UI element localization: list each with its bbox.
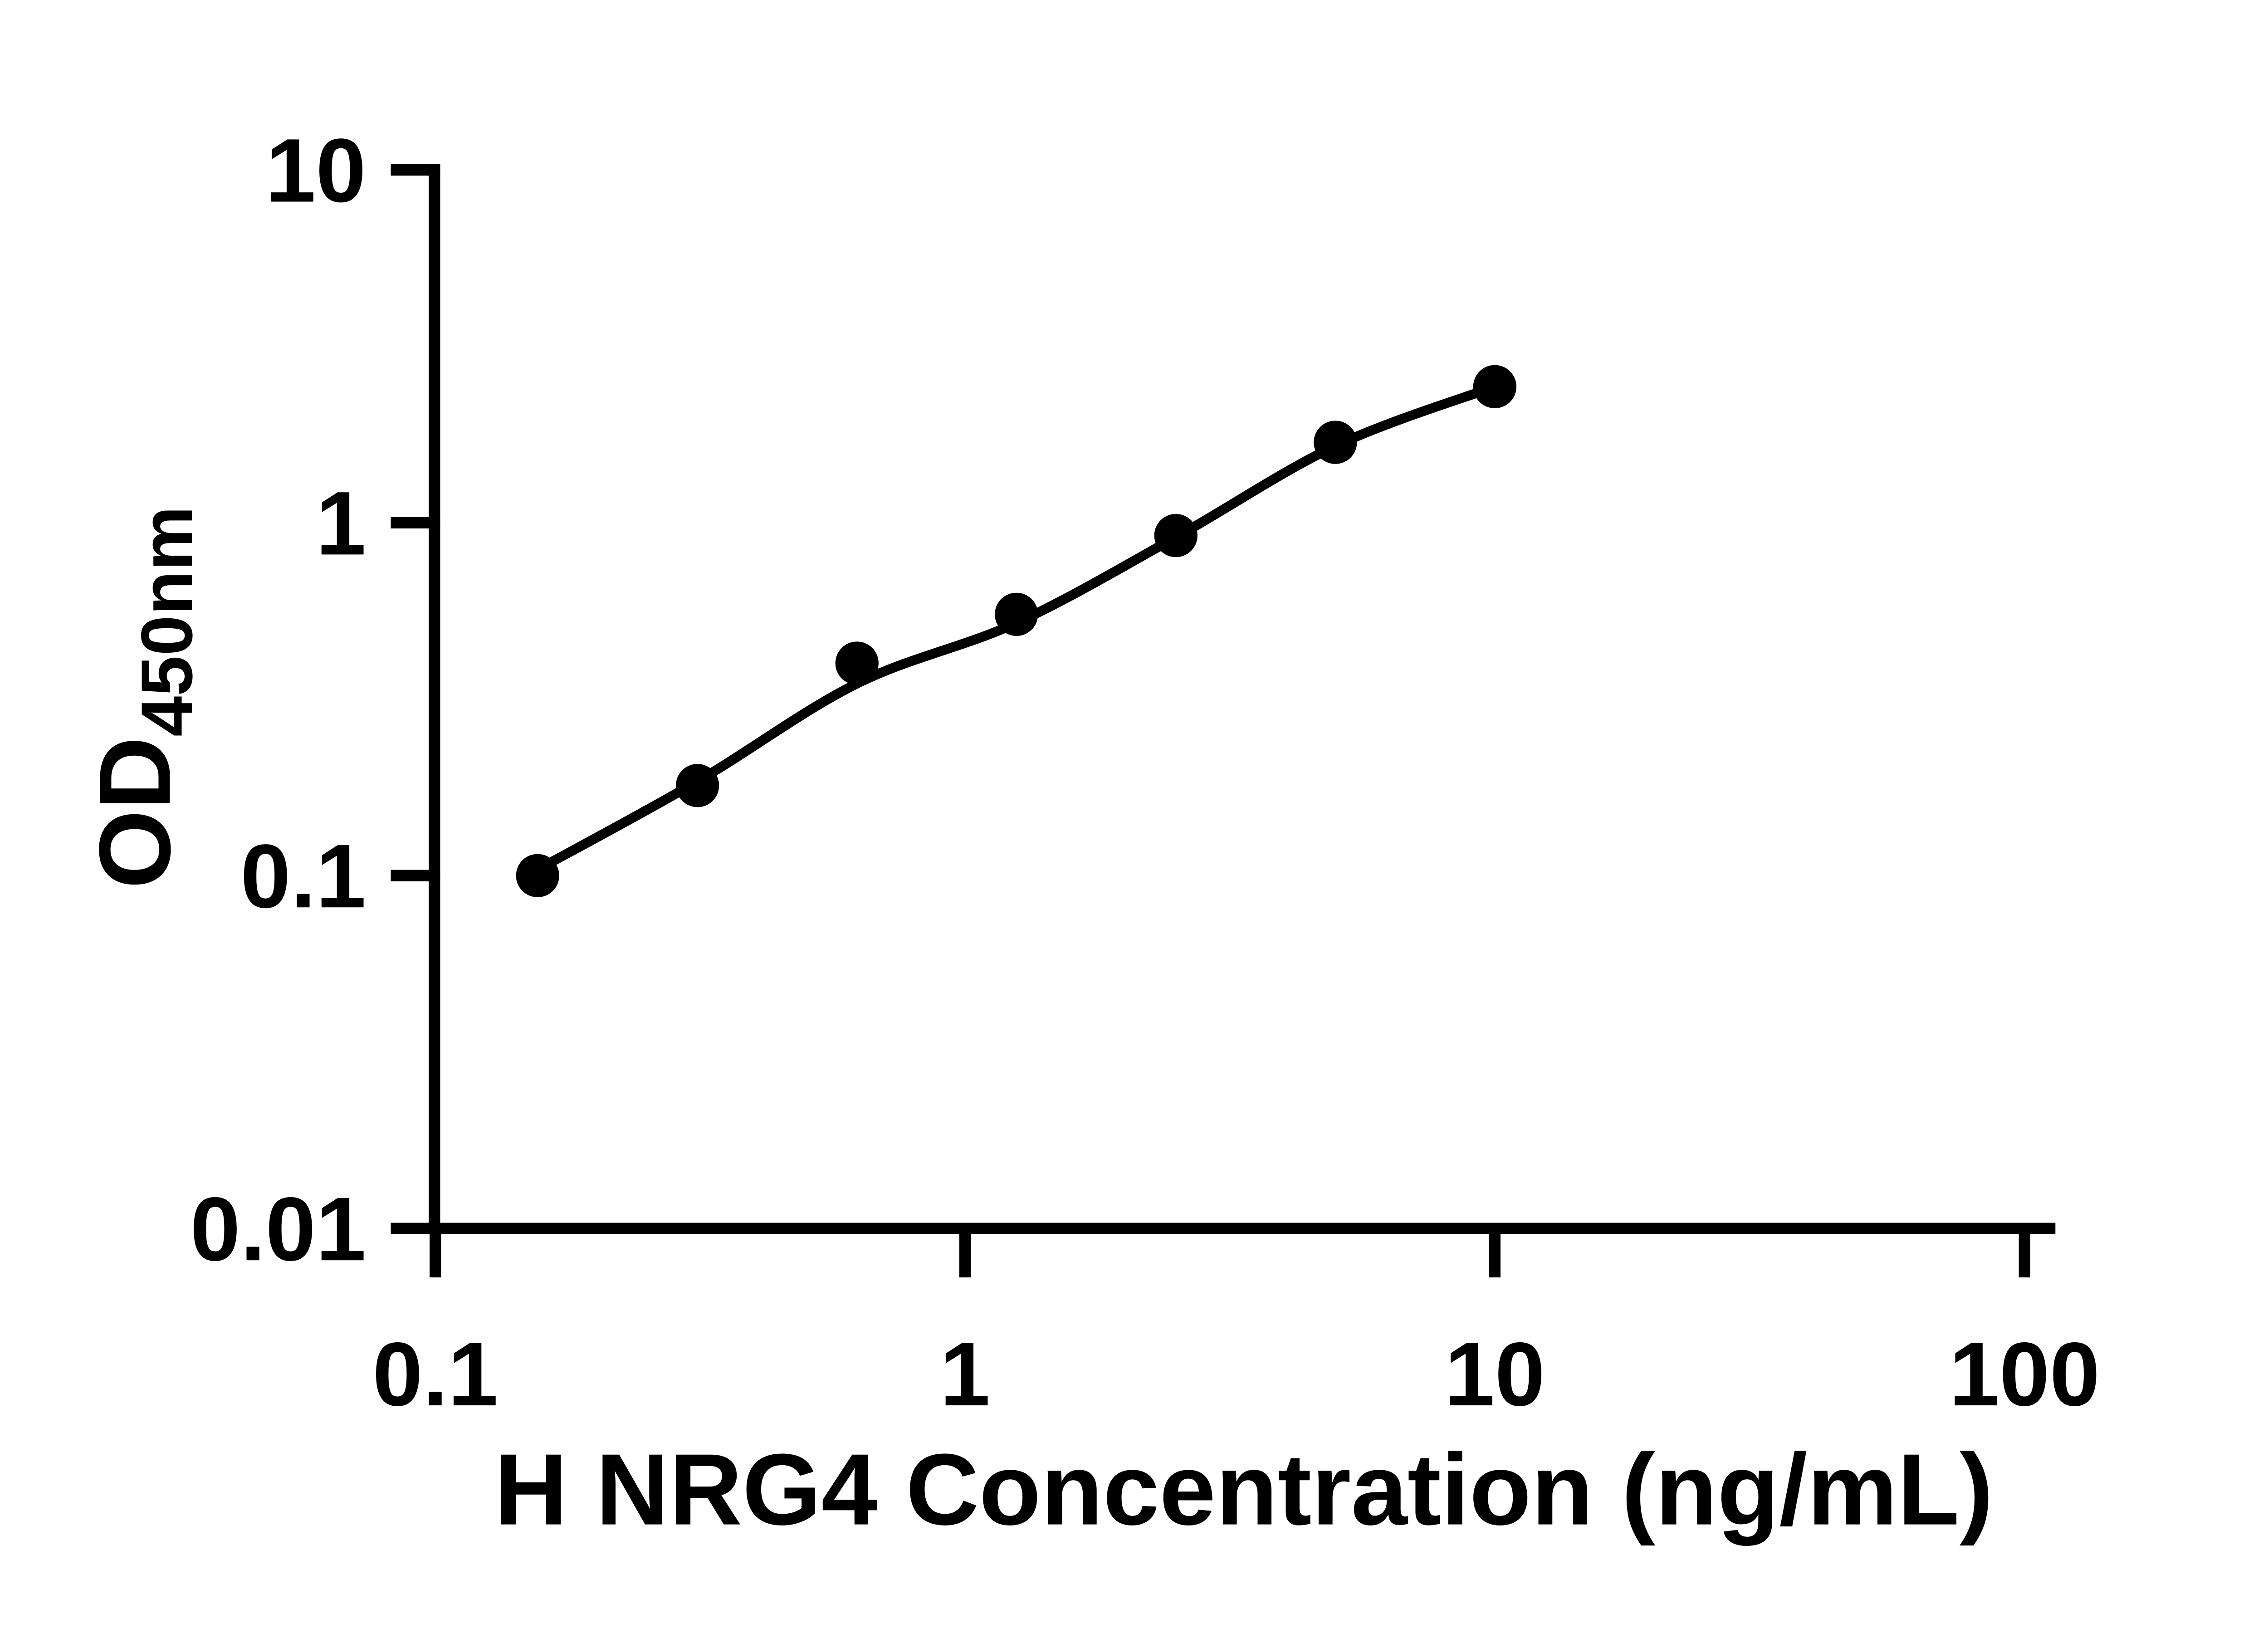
y-tick-label-0.01: 0.01 bbox=[190, 1179, 366, 1280]
data-point-2.5 bbox=[1154, 513, 1198, 557]
x-tick-label-1: 1 bbox=[940, 1324, 990, 1425]
data-point-0.3125 bbox=[675, 764, 719, 807]
x-tick-label-10: 10 bbox=[1445, 1324, 1545, 1425]
y-tick-label-0.1: 0.1 bbox=[240, 826, 366, 927]
y-axis-title-subscript: 450nm bbox=[126, 506, 207, 737]
x-axis-title: H NRG4 Concentration (ng/mL) bbox=[494, 1433, 1994, 1546]
x-tick-label-100: 100 bbox=[1949, 1324, 2100, 1425]
y-tick-label-1: 1 bbox=[316, 473, 366, 574]
data-point-0.625 bbox=[835, 641, 879, 685]
axes bbox=[429, 164, 2056, 1234]
y-axis-title-main: OD bbox=[78, 737, 191, 889]
data-point-1.25 bbox=[995, 592, 1038, 636]
y-axis-title: OD450nm bbox=[78, 506, 207, 889]
y-tick-label-10: 10 bbox=[265, 120, 366, 221]
data-point-10 bbox=[1473, 365, 1517, 409]
data-point-0.156 bbox=[516, 854, 559, 897]
data-point-5 bbox=[1314, 420, 1357, 464]
tick-marks bbox=[391, 164, 2030, 1278]
data-points bbox=[516, 365, 1517, 897]
x-tick-label-0.1: 0.1 bbox=[372, 1324, 498, 1425]
